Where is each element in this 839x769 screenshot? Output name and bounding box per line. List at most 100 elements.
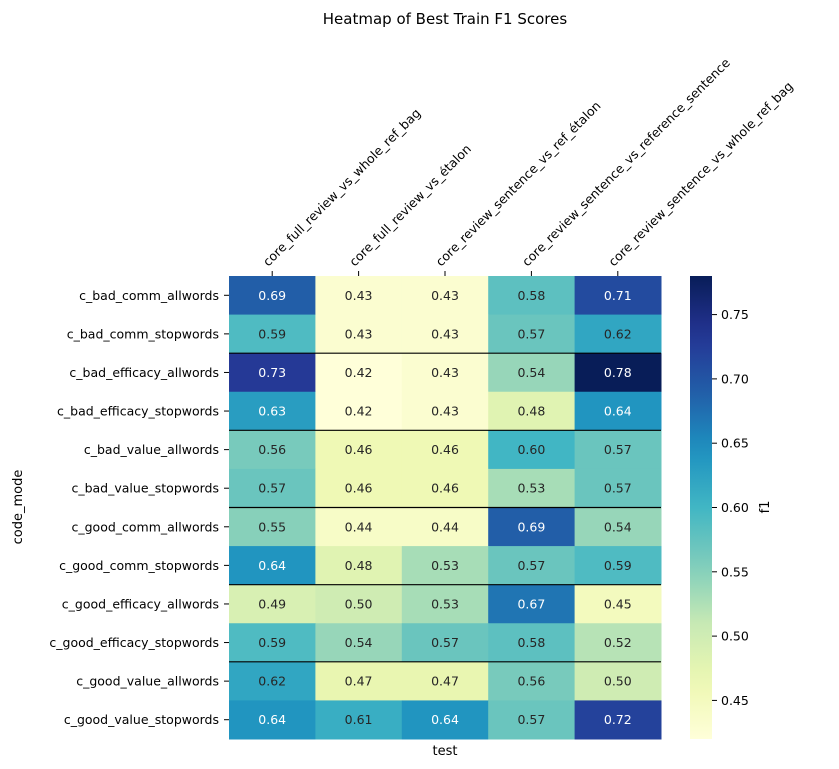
y-axis-label: code_mode <box>11 470 26 545</box>
cell-value-label: 0.55 <box>258 519 286 534</box>
cell-value-label: 0.62 <box>604 326 632 341</box>
colorbar-tick-label: 0.75 <box>721 307 749 322</box>
cell-value-label: 0.73 <box>258 365 286 380</box>
colorbar-ticks: 0.45 0.50 0.55 0.60 0.65 0.70 0.75 <box>712 307 749 708</box>
cell-value-label: 0.69 <box>258 288 286 303</box>
heatmap-cell <box>401 314 489 354</box>
colorbar-tick-label: 0.45 <box>721 693 749 708</box>
cell-value-label: 0.50 <box>604 674 632 689</box>
heatmap-cell <box>315 661 403 701</box>
heatmap-cell <box>488 276 576 316</box>
cell-value-label: 0.43 <box>431 288 459 303</box>
cell-value-label: 0.62 <box>258 674 286 689</box>
cell-value-label: 0.44 <box>431 519 459 534</box>
heatmap-cell <box>574 468 662 508</box>
heatmap-cell <box>488 546 576 586</box>
cell-value-label: 0.57 <box>431 635 459 650</box>
heatmap-cell <box>229 314 316 354</box>
heatmap-cell <box>315 584 403 624</box>
heatmap-cell <box>229 623 316 663</box>
column-tick-label: core_full_review_vs_whole_ref_bag <box>260 105 424 269</box>
cell-value-label: 0.54 <box>604 519 632 534</box>
heatmap-cell <box>229 700 316 740</box>
heatmap-cell <box>488 468 576 508</box>
cell-value-label: 0.57 <box>258 481 286 496</box>
cell-value-label: 0.57 <box>604 481 632 496</box>
colorbar-tick-label: 0.70 <box>721 371 749 386</box>
row-tick-label: c_good_comm_allwords <box>71 519 219 534</box>
cell-value-label: 0.42 <box>345 365 373 380</box>
cell-value-label: 0.53 <box>431 558 459 573</box>
heatmap-cell <box>401 507 489 547</box>
row-tick-labels: c_bad_comm_allwords c_bad_comm_stopwordsc… <box>49 288 229 727</box>
heatmap-cell <box>574 584 662 624</box>
cell-value-label: 0.48 <box>345 558 373 573</box>
row-tick-label: c_bad_comm_stopwords <box>67 326 219 341</box>
heatmap-cell <box>315 353 403 393</box>
row-tick-label: c_bad_efficacy_allwords <box>69 365 219 380</box>
cell-value-label: 0.64 <box>258 712 286 727</box>
heatmap-cell <box>574 353 662 393</box>
cell-value-label: 0.53 <box>431 596 459 611</box>
heatmap-cell <box>574 700 662 740</box>
cell-value-label: 0.54 <box>517 365 545 380</box>
heatmap-cell <box>574 661 662 701</box>
cell-value-label: 0.43 <box>345 288 373 303</box>
heatmap-cell <box>401 468 489 508</box>
heatmap-cell <box>488 430 576 470</box>
heatmap-cell <box>315 546 403 586</box>
colorbar-gradient <box>690 276 712 739</box>
heatmap-cells: 0.69 0.43 0.43 0.58 0.71 0.59 0.43 0.43 0.57 0.62… <box>229 276 662 740</box>
row-tick-label: c_bad_efficacy_stopwords <box>57 404 219 419</box>
cell-value-label: 0.64 <box>258 558 286 573</box>
heatmap-cell <box>488 584 576 624</box>
cell-value-label: 0.59 <box>258 326 286 341</box>
cell-value-label: 0.54 <box>345 635 373 650</box>
heatmap-cell <box>574 314 662 354</box>
heatmap-cell <box>488 353 576 393</box>
heatmap-cell <box>488 314 576 354</box>
row-tick-label: c_good_efficacy_stopwords <box>49 635 219 650</box>
row-tick-label: c_bad_value_allwords <box>84 442 219 457</box>
row-tick-label: c_good_value_allwords <box>76 674 219 689</box>
heatmap-cell <box>574 507 662 547</box>
colorbar-tick-label: 0.60 <box>721 500 749 515</box>
heatmap-cell <box>229 276 316 316</box>
heatmap-cell <box>401 623 489 663</box>
heatmap-cell <box>574 276 662 316</box>
heatmap-cell <box>401 661 489 701</box>
cell-value-label: 0.57 <box>517 558 545 573</box>
row-tick-label: c_good_value_stopwords <box>64 712 219 727</box>
colorbar-tick-label: 0.55 <box>721 564 749 579</box>
cell-value-label: 0.49 <box>258 596 286 611</box>
cell-value-label: 0.46 <box>345 442 373 457</box>
cell-value-label: 0.64 <box>431 712 459 727</box>
cell-value-label: 0.47 <box>431 674 459 689</box>
cell-value-label: 0.47 <box>345 674 373 689</box>
cell-value-label: 0.58 <box>517 635 545 650</box>
row-tick-label: c_good_efficacy_allwords <box>62 596 219 611</box>
x-axis-label: test <box>433 744 458 759</box>
cell-value-label: 0.46 <box>431 481 459 496</box>
heatmap-cell <box>229 546 316 586</box>
cell-value-label: 0.43 <box>431 365 459 380</box>
heatmap-cell <box>488 700 576 740</box>
heatmap-cell <box>574 623 662 663</box>
heatmap-cell <box>574 546 662 586</box>
row-tick-label: c_bad_comm_allwords <box>79 288 219 303</box>
cell-value-label: 0.63 <box>258 404 286 419</box>
heatmap-cell <box>315 507 403 547</box>
cell-value-label: 0.59 <box>604 558 632 573</box>
group-separators <box>229 352 661 663</box>
heatmap-cell <box>401 353 489 393</box>
heatmap-cell <box>315 430 403 470</box>
heatmap-cell <box>229 468 316 508</box>
cell-value-label: 0.44 <box>345 519 373 534</box>
heatmap-cell <box>488 391 576 431</box>
heatmap-cell <box>574 430 662 470</box>
heatmap-cell <box>574 391 662 431</box>
heatmap-cell <box>315 623 403 663</box>
cell-value-label: 0.45 <box>604 596 632 611</box>
heatmap-cell <box>401 276 489 316</box>
